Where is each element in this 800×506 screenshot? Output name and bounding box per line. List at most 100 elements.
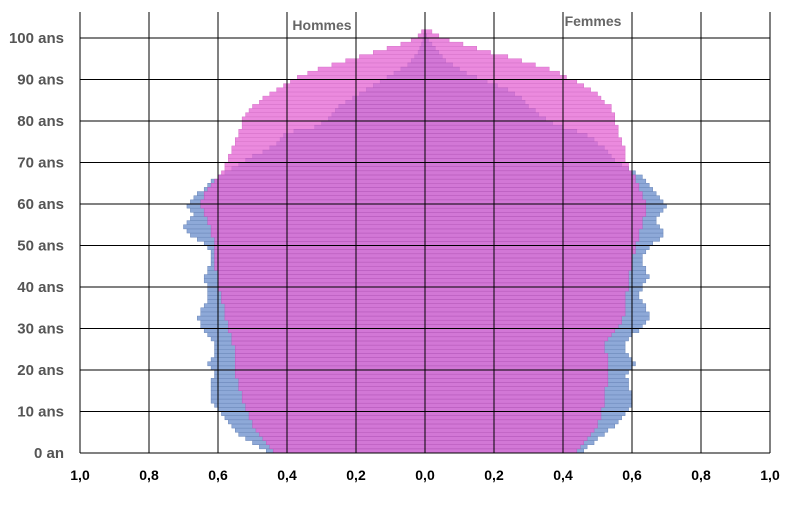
bar-right-front-age-100 [424, 33, 440, 39]
bar-right-front-age-12 [424, 398, 605, 404]
bar-left-front-age-67 [221, 170, 426, 176]
label-hommes: Hommes [292, 17, 351, 33]
bar-right-front-age-69 [424, 162, 629, 167]
bar-left-front-age-9 [248, 411, 426, 416]
bar-right-front-age-26 [424, 340, 605, 346]
bar-left-front-age-8 [248, 415, 426, 421]
bar-left-front-age-6 [252, 423, 426, 429]
bar-left-front-age-76 [238, 133, 426, 138]
bar-right-front-age-28 [424, 332, 612, 338]
bar-right-front-age-48 [424, 249, 636, 255]
bar-right-front-age-46 [424, 257, 633, 263]
bar-right-front-age-49 [424, 245, 636, 250]
x-tick-label-10: 1,0 [760, 467, 780, 483]
bar-right-front-age-17 [424, 378, 609, 383]
bar-right-front-age-15 [424, 386, 605, 392]
bar-left-front-age-45 [214, 261, 426, 267]
bar-right-front-age-70 [424, 158, 626, 163]
bar-left-front-age-71 [228, 153, 426, 159]
bar-left-front-age-48 [214, 249, 426, 255]
bar-right-front-age-63 [424, 187, 640, 192]
bar-left-front-age-12 [241, 398, 426, 404]
bar-right-front-age-73 [424, 145, 626, 151]
bar-right-front-age-1 [424, 444, 581, 450]
bar-right-front-age-23 [424, 353, 609, 358]
bar-right-front-age-29 [424, 328, 615, 333]
bar-right-front-age-84 [424, 100, 605, 105]
bar-left-front-age-16 [238, 382, 426, 387]
bar-left-front-age-19 [235, 369, 426, 375]
bar-left-front-age-88 [283, 83, 426, 89]
bar-right-front-age-21 [424, 361, 609, 367]
bar-left-front-age-1 [269, 444, 426, 450]
bar-right-front-age-71 [424, 153, 626, 159]
bar-left-front-age-10 [245, 407, 426, 412]
bar-left-front-age-86 [269, 91, 426, 97]
age-label-1: 10 ans [17, 404, 64, 421]
bar-left-front-age-90 [297, 75, 426, 80]
bar-left-front-age-26 [231, 340, 426, 346]
bar-right-front-age-90 [424, 75, 567, 80]
bar-left-front-age-23 [235, 353, 426, 358]
bar-right-front-age-66 [424, 174, 636, 180]
bar-right-front-age-38 [424, 290, 626, 296]
bar-right-front-age-56 [424, 216, 643, 221]
x-tick-label-6: 0,2 [484, 467, 504, 483]
age-label-9: 90 ans [17, 72, 64, 89]
age-label-7: 70 ans [17, 155, 64, 172]
bar-left-front-age-39 [217, 286, 426, 292]
bar-left-front-age-51 [214, 236, 426, 242]
bar-right-front-age-65 [424, 178, 636, 184]
age-label-3: 30 ans [17, 321, 64, 338]
bar-left-front-age-75 [235, 137, 426, 143]
bar-left-front-age-11 [245, 402, 426, 408]
bar-right-front-age-33 [424, 311, 626, 317]
bar-left-front-age-52 [210, 232, 426, 238]
x-tick-label-1: 0,8 [139, 467, 159, 483]
bar-right-front-age-51 [424, 236, 640, 242]
bar-right-front-age-76 [424, 133, 619, 138]
bar-right-front-age-22 [424, 357, 609, 362]
age-label-6: 60 ans [17, 196, 64, 213]
bar-right-front-age-75 [424, 137, 622, 143]
bar-left-front-age-73 [231, 145, 426, 151]
bar-left-front-age-34 [224, 307, 426, 313]
bar-left-front-age-78 [241, 124, 426, 130]
bar-right-front-age-5 [424, 427, 595, 433]
bar-right-front-age-7 [424, 419, 598, 425]
bar-left-front-age-99 [410, 37, 426, 43]
bar-right-front-age-55 [424, 220, 643, 226]
bar-left-front-age-15 [238, 386, 426, 392]
bar-right-front-age-18 [424, 373, 609, 379]
bar-right-front-age-91 [424, 70, 560, 76]
bar-left-front-age-13 [241, 394, 426, 400]
bar-left-front-age-79 [241, 120, 426, 126]
bar-right-front-age-79 [424, 120, 615, 126]
age-label-2: 20 ans [17, 362, 64, 379]
x-tick-label-3: 0,4 [277, 467, 297, 483]
bar-left-front-age-41 [217, 278, 426, 284]
bar-left-front-age-20 [235, 365, 426, 371]
bar-left-front-age-50 [214, 241, 426, 246]
bar-left-front-age-54 [210, 224, 426, 230]
bar-left-front-age-91 [307, 70, 426, 76]
bar-right-front-age-58 [424, 207, 647, 213]
bar-right-front-age-62 [424, 191, 643, 196]
bar-right-front-age-25 [424, 344, 605, 350]
bar-right-front-age-64 [424, 183, 640, 188]
bar-left-front-age-63 [207, 187, 426, 192]
bar-left-front-age-30 [228, 324, 426, 329]
bar-right-front-age-83 [424, 104, 612, 109]
bar-left-front-age-31 [228, 319, 426, 325]
bar-right-front-age-45 [424, 261, 633, 267]
bar-right-front-age-11 [424, 402, 605, 408]
bar-right-front-age-78 [424, 124, 619, 130]
bar-right-front-age-60 [424, 199, 647, 205]
bar-left-front-age-0 [272, 448, 426, 454]
bar-right-front-age-52 [424, 232, 640, 238]
bar-right-front-age-101 [424, 29, 433, 35]
bar-left-front-age-97 [386, 46, 426, 51]
label-femmes: Femmes [565, 13, 622, 29]
bar-left-front-age-100 [417, 33, 426, 39]
bar-right-front-age-87 [424, 87, 591, 93]
